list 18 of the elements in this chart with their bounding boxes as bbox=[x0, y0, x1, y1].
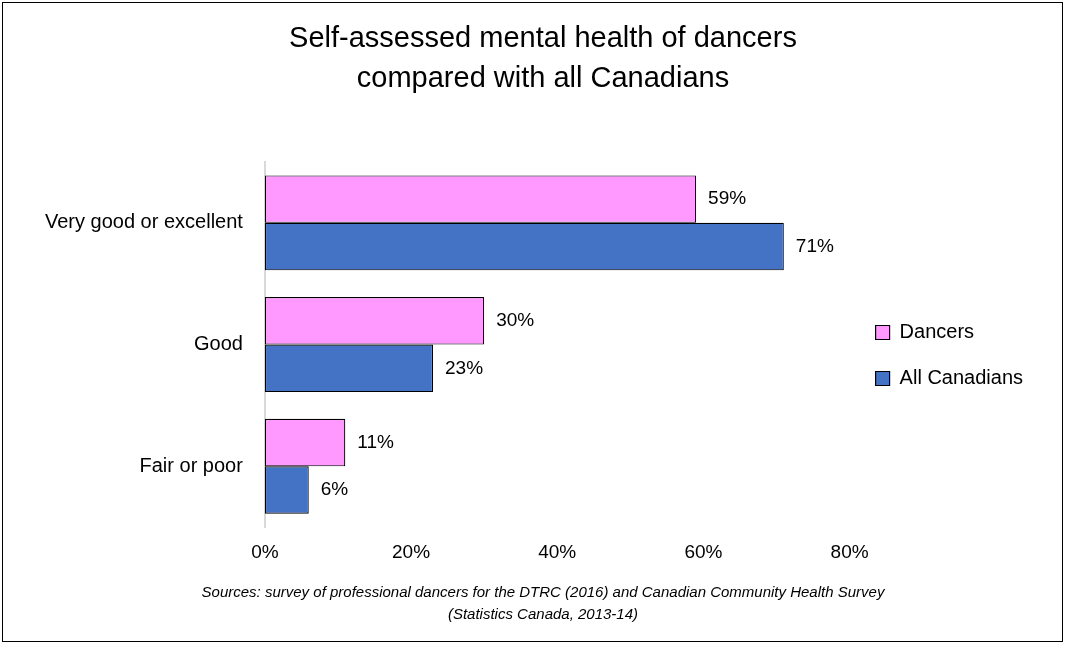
data-label: 11% bbox=[357, 430, 395, 452]
y-tick-label: Fair or poor bbox=[139, 453, 244, 476]
x-tick-label: 20% bbox=[392, 540, 431, 562]
y-tick-label: Good bbox=[193, 332, 243, 355]
x-tick-label: 40% bbox=[538, 540, 577, 562]
data-label: 23% bbox=[445, 356, 484, 378]
data-label: 59% bbox=[708, 187, 747, 209]
x-tick-label: 0% bbox=[251, 540, 279, 562]
y-tick-label: Very good or excellent bbox=[44, 210, 244, 233]
data-label: 6% bbox=[320, 478, 349, 500]
source-note: Sources: survey of professional dancers for the DTRC (2016) and Canadian Community Health Survey (Statistics Canada, 2013-14) bbox=[200, 582, 886, 624]
chart-title: Self-assessed mental health of dancers compared with all Canadians bbox=[288, 20, 798, 95]
x-tick-label: 80% bbox=[830, 540, 869, 562]
legend-label: Dancers bbox=[899, 320, 975, 343]
data-label: 30% bbox=[496, 309, 535, 331]
data-label: 71% bbox=[795, 234, 834, 256]
x-tick-label: 60% bbox=[684, 540, 723, 562]
legend-label: All Canadians bbox=[899, 366, 1024, 389]
